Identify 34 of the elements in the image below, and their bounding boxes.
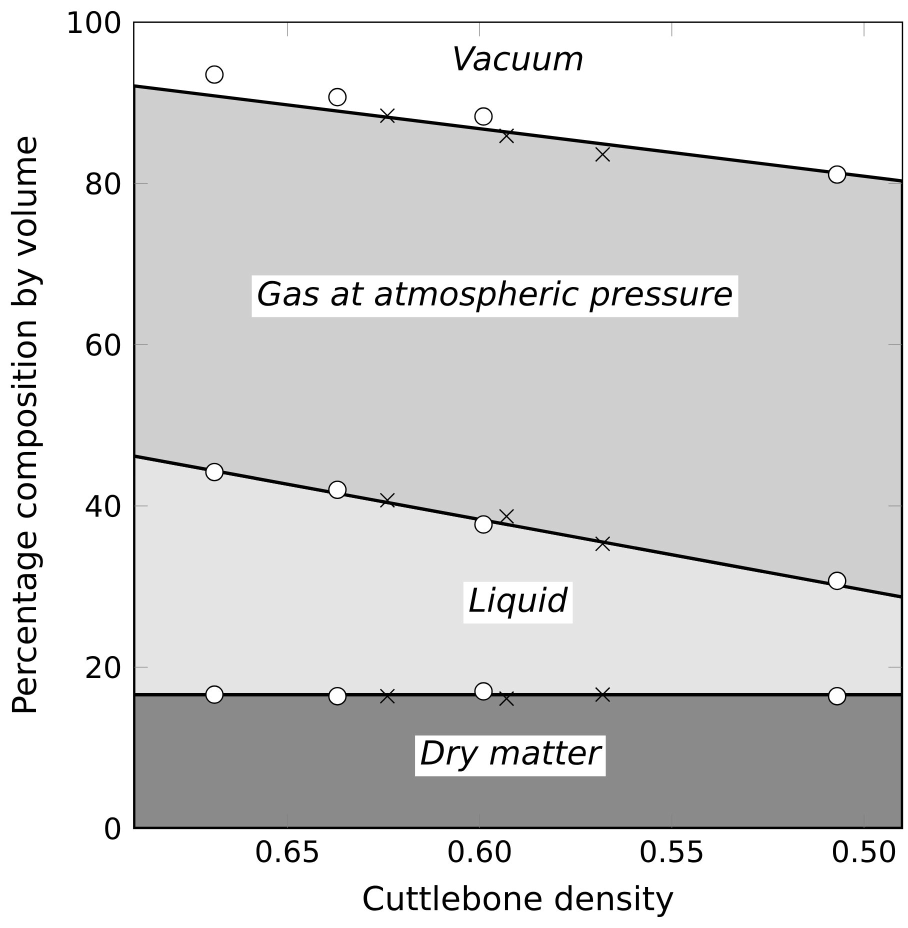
point — [594, 686, 610, 702]
point — [828, 572, 846, 590]
y-tick-label: 0 — [105, 817, 120, 840]
y-tick-label: 100 — [68, 10, 120, 34]
point — [474, 682, 493, 701]
point — [498, 128, 514, 144]
x-axis-title: Cuttlebone density — [364, 885, 674, 918]
x-tick-label: 0.50 — [832, 840, 896, 862]
annotation: Dry matter — [420, 740, 602, 772]
point — [328, 480, 347, 500]
point — [380, 492, 396, 508]
y-tick-label: 40 — [86, 494, 120, 518]
annotation: Gas at atmospheric pressure — [258, 280, 732, 312]
y-tick-label: 60 — [86, 333, 120, 356]
point — [594, 536, 610, 552]
x-tick-label: 0.60 — [448, 840, 511, 862]
point — [474, 515, 493, 534]
y-tick-label: 80 — [86, 172, 120, 195]
annotation: Vacuum — [454, 46, 582, 71]
point — [498, 508, 514, 524]
point — [205, 685, 224, 704]
point — [380, 108, 396, 124]
point — [498, 690, 514, 706]
point — [205, 462, 224, 482]
point — [828, 686, 846, 706]
y-tick-label: 20 — [86, 656, 120, 678]
y-axis-title: Percentage composition by volume — [10, 136, 43, 712]
point — [828, 165, 846, 184]
x-tick-label: 0.55 — [640, 840, 702, 862]
point — [594, 146, 610, 162]
x-tick-label: 0.65 — [256, 840, 318, 862]
annotation: Liquid — [469, 586, 568, 619]
point — [328, 686, 347, 706]
point — [380, 688, 396, 704]
